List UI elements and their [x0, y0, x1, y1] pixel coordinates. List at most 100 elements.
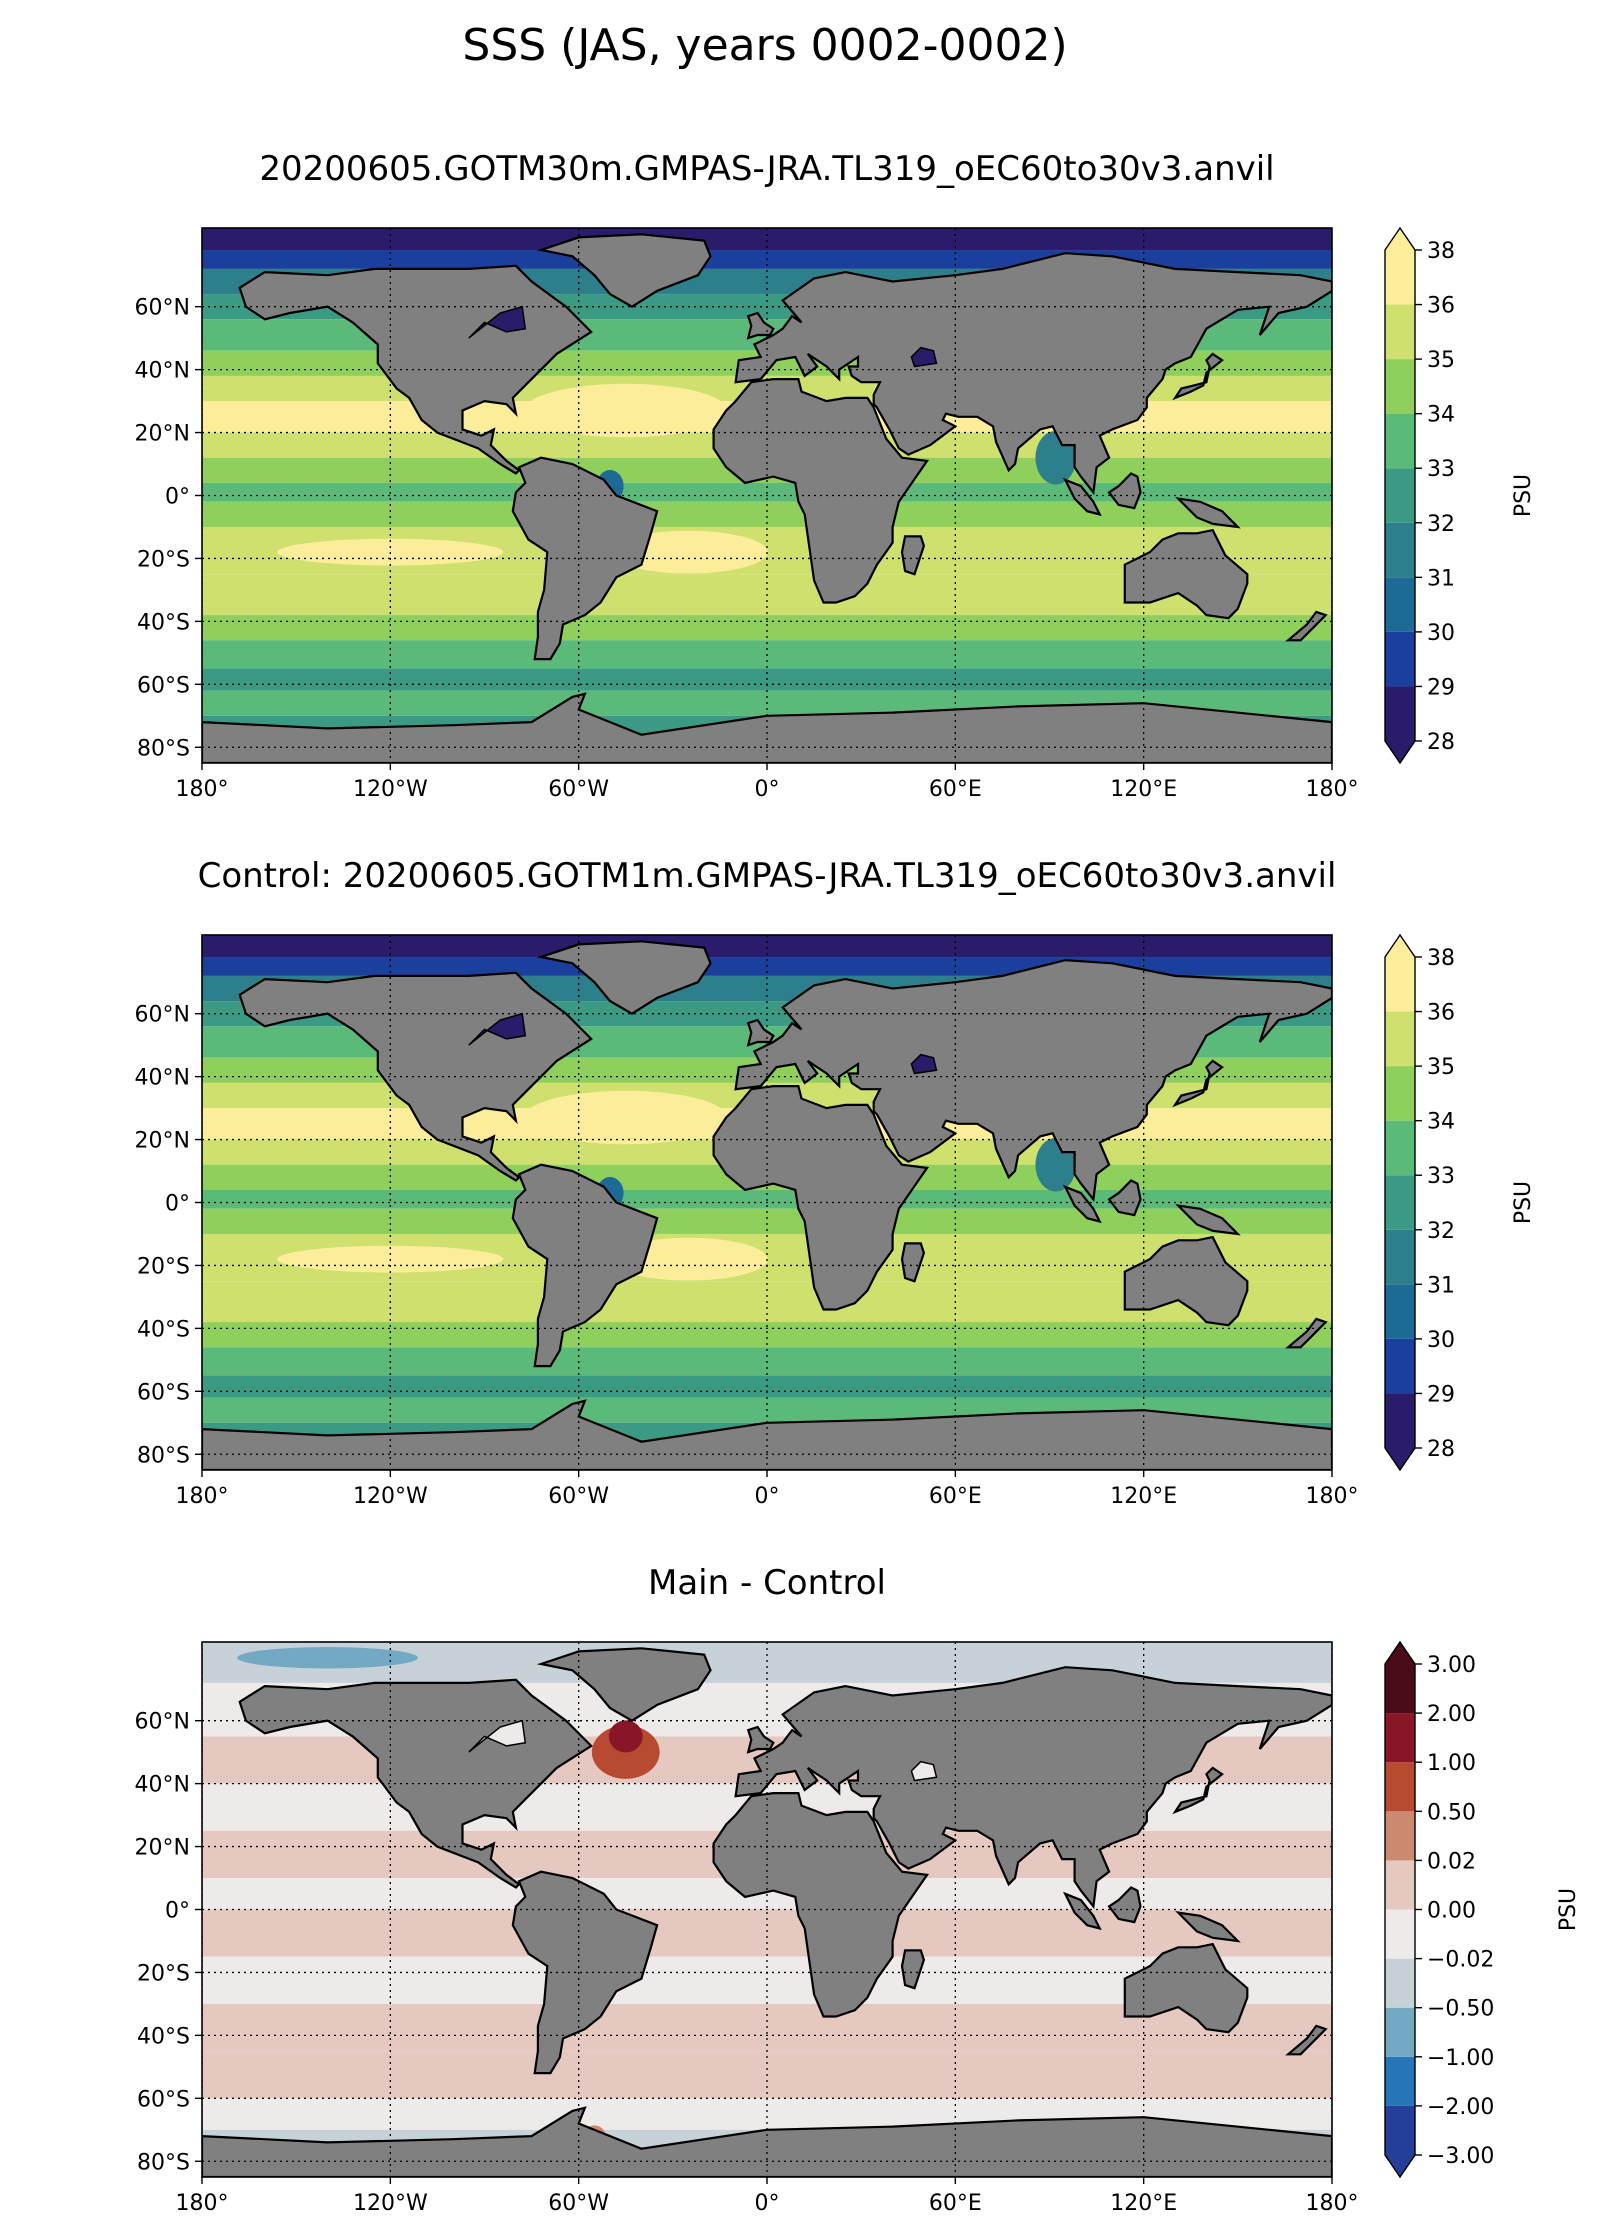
colorbar-segment — [1385, 2007, 1415, 2057]
y-tick-label: 20°N — [135, 422, 190, 447]
land-mass — [536, 233, 712, 308]
land-mass — [1062, 477, 1102, 517]
y-tick-label: 60°N — [135, 296, 190, 321]
y-tick-label: 60°S — [137, 2087, 190, 2112]
diff-hotspot-north-atlantic-core — [608, 1720, 643, 1753]
colorbar-segment — [1385, 1642, 1415, 1714]
y-tick-label: 40°N — [135, 1066, 190, 1091]
land-mass — [1172, 352, 1224, 401]
land-mass — [536, 1647, 712, 1722]
x-tick-label: 60°W — [548, 2191, 609, 2216]
y-tick-label: 20°S — [137, 547, 190, 572]
colorbar-tick-label: 29 — [1427, 1382, 1455, 1407]
land-mass — [1062, 1184, 1102, 1224]
y-tick-label: 20°S — [137, 1961, 190, 1986]
land-mass — [1123, 528, 1249, 620]
colorbar-tick-label: 31 — [1427, 566, 1455, 591]
y-tick-label: 40°S — [137, 2024, 190, 2049]
x-tick-label: 120°E — [1110, 777, 1177, 802]
colorbar-label: PSU — [1511, 1181, 1536, 1224]
x-tick-label: 60°E — [929, 1484, 982, 1509]
map-area — [202, 935, 1332, 1470]
land-mass — [1175, 1911, 1241, 1943]
colorbar-tick-label: 30 — [1427, 1328, 1455, 1353]
colorbar-tick-label: 38 — [1427, 239, 1455, 264]
land-mass — [1172, 1766, 1224, 1815]
inland-water — [468, 1012, 527, 1046]
high-salinity-atlantic-north — [524, 383, 728, 438]
y-tick-label: 40°N — [135, 1773, 190, 1798]
colorbar-tick-label: 31 — [1427, 1273, 1455, 1298]
colorbar-segment — [1385, 468, 1415, 523]
colorbar-tick-label: 3.00 — [1427, 1653, 1476, 1678]
colorbar-segment — [1385, 1338, 1415, 1394]
inland-water — [910, 1053, 938, 1075]
x-tick-label: 120°W — [353, 777, 428, 802]
x-tick-label: 60°W — [548, 1484, 609, 1509]
colorbar-segment — [1385, 228, 1415, 305]
land-mass — [712, 378, 930, 604]
x-tick-label: 0° — [755, 1484, 780, 1509]
colorbar-tick-label: 36 — [1427, 1001, 1455, 1026]
land-mass — [1175, 497, 1241, 529]
land-mass — [900, 1242, 926, 1283]
colorbar-segment — [1385, 1120, 1415, 1176]
x-tick-label: 60°E — [929, 777, 982, 802]
land-mass — [900, 535, 926, 576]
colorbar-tick-label: 0.50 — [1427, 1800, 1476, 1825]
land-mass — [1107, 1886, 1142, 1924]
y-tick-label: 40°N — [135, 359, 190, 384]
colorbar-segment — [1385, 935, 1415, 1012]
y-tick-label: 0° — [165, 1192, 190, 1217]
colorbar-tick-label: 34 — [1427, 403, 1455, 428]
colorbar-segment — [1385, 1762, 1415, 1812]
colorbar-tick-label: 33 — [1427, 1164, 1455, 1189]
colorbar-segment — [1385, 686, 1415, 763]
x-tick-label: 180° — [176, 777, 229, 802]
x-tick-label: 0° — [755, 2191, 780, 2216]
y-tick-label: 60°S — [137, 1380, 190, 1405]
figure-title: SSS (JAS, years 0002-0002) — [462, 20, 1067, 71]
y-tick-label: 60°N — [135, 1003, 190, 1028]
land-mass — [1123, 1235, 1249, 1327]
x-tick-label: 180° — [1306, 1484, 1359, 1509]
land-mass — [1175, 1204, 1241, 1236]
colorbar-segment — [1385, 522, 1415, 578]
inland-water — [468, 305, 527, 339]
colorbar-segment — [1385, 413, 1415, 469]
colorbar-segment — [1385, 359, 1415, 414]
colorbar-segment — [1385, 1713, 1415, 1763]
inland-water — [910, 1760, 938, 1782]
colorbar-tick-label: −0.50 — [1427, 1997, 1494, 2022]
land-mass — [1285, 610, 1328, 642]
colorbar-segment — [1385, 577, 1415, 632]
panel-3: Main - Control 180° 120°W 60°W 0° 60°E 120°E 18… — [135, 1563, 1581, 2216]
land-mass — [511, 456, 659, 661]
y-tick-label: 80°S — [137, 1443, 190, 1468]
high-salinity-atlantic-north — [524, 1090, 728, 1145]
x-tick-label: 180° — [1306, 777, 1359, 802]
colorbar-tick-label: 30 — [1427, 621, 1455, 646]
land-mass — [712, 1792, 930, 2018]
x-tick-label: 180° — [1306, 2191, 1359, 2216]
colorbar-tick-label: 33 — [1427, 457, 1455, 482]
colorbar-segment — [1385, 2056, 1415, 2106]
colorbar-tick-label: 0.00 — [1427, 1899, 1476, 1924]
land-mass — [1172, 1059, 1224, 1108]
arctic-fresh — [202, 228, 485, 251]
colorbar-segment — [1385, 1958, 1415, 2008]
land-mass — [1285, 1317, 1328, 1349]
map-area — [202, 228, 1332, 763]
x-tick-label: 120°W — [353, 1484, 428, 1509]
colorbar-segment — [1385, 1811, 1415, 1861]
colorbar-segment — [1385, 1909, 1415, 1959]
y-tick-label: 20°S — [137, 1254, 190, 1279]
panel-1: 20200605.GOTM30m.GMPAS-JRA.TL319_oEC60to… — [135, 149, 1536, 802]
land-mass — [511, 1163, 659, 1368]
colorbar-tick-label: 2.00 — [1427, 1702, 1476, 1727]
y-tick-label: 40°S — [137, 1317, 190, 1342]
colorbar-tick-label: 1.00 — [1427, 1751, 1476, 1776]
colorbar-tick-label: 36 — [1427, 294, 1455, 319]
y-tick-label: 60°N — [135, 1710, 190, 1735]
colorbar-tick-label: 32 — [1427, 1219, 1455, 1244]
